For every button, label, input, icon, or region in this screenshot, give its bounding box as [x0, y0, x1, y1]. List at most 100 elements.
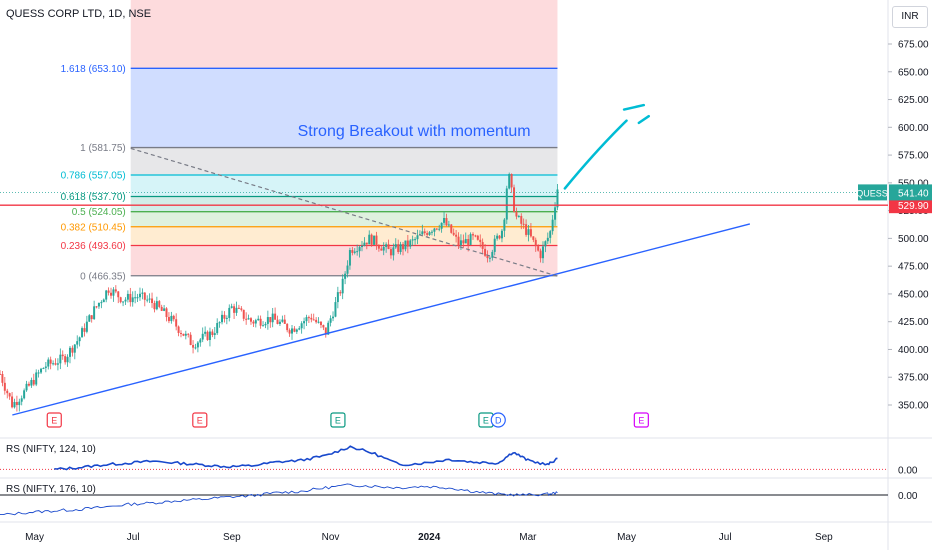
candle-body — [155, 301, 158, 310]
fib-level-label: 0.236 (493.60) — [61, 241, 126, 252]
candle-body — [385, 244, 388, 247]
candle-body — [160, 306, 163, 311]
candle-body — [134, 297, 137, 299]
candle-body — [199, 339, 202, 343]
earnings-marker[interactable] — [192, 412, 208, 428]
candle-body — [428, 232, 431, 235]
candle-body — [100, 302, 103, 304]
earnings-marker[interactable] — [46, 412, 62, 428]
arrow-shaft[interactable] — [563, 119, 628, 190]
dashed-trendline[interactable] — [130, 147, 558, 277]
candle-body — [262, 325, 265, 327]
candle-body — [189, 334, 192, 346]
candle-body — [409, 240, 412, 247]
candle-body — [40, 368, 43, 373]
candle-body — [544, 241, 547, 247]
time-tick-label: May — [617, 532, 636, 543]
dividend-marker[interactable] — [490, 412, 506, 428]
candle-body — [182, 333, 185, 336]
candle-body — [276, 319, 279, 324]
symbol-badge — [858, 184, 887, 201]
time-tick-label: Nov — [322, 532, 340, 543]
zero-tick-label: 0.00 — [898, 465, 918, 476]
candle-body — [56, 363, 59, 365]
candle-body — [334, 302, 337, 317]
support-trendline[interactable] — [12, 223, 751, 416]
arrow-head-top[interactable] — [622, 103, 646, 111]
candle-body — [163, 308, 166, 311]
time-tick-label: Sep — [815, 532, 833, 543]
candle-body — [532, 236, 535, 240]
candle-body — [278, 321, 281, 324]
candle-body — [440, 222, 443, 229]
fib-zone — [130, 245, 558, 276]
candle-body — [66, 356, 69, 363]
candle-body — [529, 229, 532, 237]
arrow-head-bottom[interactable] — [637, 114, 650, 125]
candle-body — [54, 363, 57, 365]
fib-zone — [130, 211, 558, 227]
candle-body — [165, 308, 168, 318]
candle-body — [49, 359, 52, 364]
candle-body — [88, 315, 91, 322]
candle-body — [23, 390, 26, 399]
earnings-marker[interactable] — [330, 412, 346, 428]
fib-level-label: 0 (466.35) — [80, 271, 126, 282]
candle-body — [375, 235, 378, 246]
candle-body — [377, 245, 380, 249]
candle-body — [249, 318, 252, 322]
candle-body — [527, 229, 530, 235]
candle-body — [247, 318, 250, 320]
candle-body — [496, 235, 499, 239]
candle-body — [37, 372, 40, 374]
candle-body — [327, 322, 330, 335]
candle-body — [221, 314, 224, 323]
candle-body — [73, 344, 76, 353]
candle-body — [8, 393, 11, 397]
last-price-badge — [889, 184, 932, 201]
candle-body — [476, 235, 479, 240]
candle-body — [312, 319, 315, 321]
candle-body — [102, 299, 105, 303]
price-tick-label: 350.00 — [898, 401, 929, 412]
price-tick-label: 625.00 — [898, 95, 929, 106]
time-tick-label: Jul — [127, 532, 140, 543]
candle-body — [303, 321, 306, 324]
candle-body — [18, 401, 21, 406]
candle-body — [329, 318, 332, 323]
candle-body — [44, 366, 47, 368]
candle-body — [416, 235, 419, 240]
candle-body — [459, 240, 462, 246]
candle-body — [397, 244, 400, 252]
candle-body — [447, 224, 450, 226]
candle-body — [47, 359, 50, 367]
currency-button[interactable]: INR — [892, 6, 928, 28]
candle-body — [310, 317, 313, 320]
indicator-title: RS (NIFTY, 176, 10) — [6, 484, 96, 495]
candle-body — [213, 333, 216, 335]
candle-body — [288, 330, 291, 334]
fibonacci-retracement: 1.618 (653.10) 1 (581.75) 0.786 (557.05) 0.… — [61, 0, 558, 282]
candle-body — [450, 224, 453, 233]
candle-body — [78, 337, 81, 342]
last-price-label: 541.40 — [898, 188, 929, 199]
candle-body — [240, 308, 243, 310]
candle-body — [204, 331, 207, 334]
candle-body — [556, 189, 559, 208]
candle-body — [484, 248, 487, 256]
candle-body — [252, 321, 255, 324]
rs-pane-2: RS (NIFTY, 176, 10) 0.00 — [0, 483, 918, 516]
candle-body — [254, 320, 257, 324]
candle-body — [351, 250, 354, 253]
candle-body — [472, 234, 475, 236]
earnings-marker[interactable] — [633, 412, 649, 428]
candle-body — [131, 297, 134, 303]
candle-body — [3, 382, 6, 391]
candle-body — [20, 398, 23, 402]
candle-body — [25, 383, 28, 391]
candle-body — [510, 173, 513, 188]
rs-pane-1: RS (NIFTY, 124, 10) 0.00 — [0, 444, 918, 476]
candle-body — [295, 329, 298, 332]
candle-body — [336, 292, 339, 303]
